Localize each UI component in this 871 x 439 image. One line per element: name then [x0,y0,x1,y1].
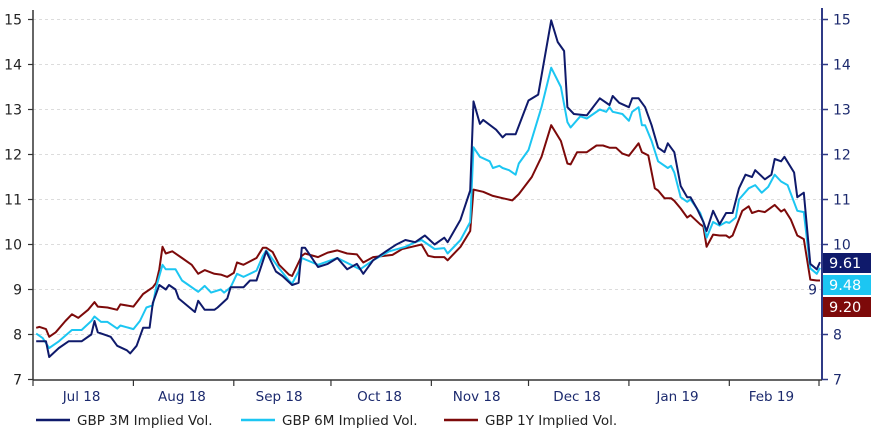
right-y-tick-label: 13 [833,103,851,119]
left-y-tick-label: 8 [13,328,22,344]
x-tick-label: Sep 18 [256,389,303,405]
x-ticks: Jul 18 Aug 18 Sep 18 Oct 18 Nov 18 Dec 18 Jan … [32,380,820,405]
left-y-tick-label: 9 [13,283,22,299]
left-y-tick-label: 15 [4,13,22,29]
last-value-badge: 9.48 [823,275,871,295]
right-y-tick-label: 14 [833,58,851,74]
last-value-text: 9.48 [829,278,861,294]
x-tick-label: Feb 19 [749,389,794,405]
right-y-tick-label: 12 [833,148,851,164]
legend-label: GBP 1Y Implied Vol. [485,413,617,429]
x-tick-label: Jan 19 [655,389,698,405]
right-y-tick-label: 15 [833,13,851,29]
series-lines [35,19,821,358]
right-y-tick-label: 9 [808,283,817,299]
legend-label: GBP 3M Implied Vol. [77,413,213,429]
legend-label: GBP 6M Implied Vol. [282,413,418,429]
x-tick-label: Aug 18 [158,389,206,405]
left-y-tick-label: 11 [4,193,22,209]
x-tick-label: Oct 18 [357,389,402,405]
last-value-badge-bg [823,275,871,295]
left-y-tick-label: 13 [4,103,22,119]
right-y-tick-label: 7 [833,373,842,389]
last-value-badge-bg [823,253,871,273]
last-value-text: 9.20 [829,300,861,316]
right-y-tick-label: 8 [833,328,842,344]
left-y-tick-label: 12 [4,148,22,164]
last-value-labels: 9.61 9.48 9.20 [823,253,871,317]
x-tick-label: Dec 18 [553,389,601,405]
series-line-1y [35,124,820,338]
legend: GBP 3M Implied Vol. GBP 6M Implied Vol. GB… [36,413,617,429]
last-value-badge-bg [823,297,871,317]
last-value-text: 9.61 [829,256,861,272]
x-tick-label: Nov 18 [453,389,501,405]
right-y-tick-label: 11 [833,193,851,209]
left-y-tick-label: 14 [4,58,22,74]
y-ticks: 7 7 8 8 9 9 10 10 11 11 12 12 13 13 14 14 15 15 [4,13,851,389]
left-y-tick-label: 10 [4,238,22,254]
series-line-6m [35,66,821,349]
right-y-tick-label: 10 [833,238,851,254]
x-tick-label: Jul 18 [62,389,101,405]
last-value-badge: 9.20 [823,297,871,317]
left-y-tick-label: 7 [13,373,22,389]
last-value-badge: 9.61 [823,253,871,273]
series-line-3m [36,19,821,358]
